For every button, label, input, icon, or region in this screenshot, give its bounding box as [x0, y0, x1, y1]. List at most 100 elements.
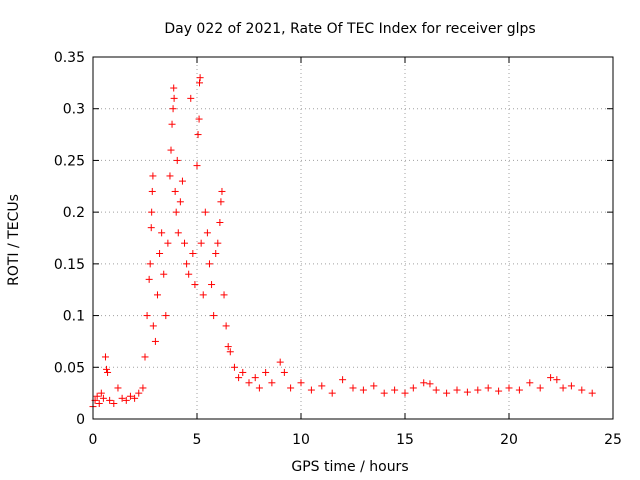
data-point [547, 374, 555, 382]
data-point [141, 353, 149, 361]
data-point [174, 229, 182, 237]
data-point [151, 337, 159, 345]
data-point [172, 208, 180, 216]
axis-ticks: 0 0.05 0.1 0.15 0.2 0.25 0.3 0.35 0 5 10 15 20 25 [54, 50, 622, 448]
data-point [484, 384, 492, 392]
data-point [148, 208, 156, 216]
x-tick-label: 15 [396, 432, 414, 448]
data-point [536, 384, 544, 392]
data-point [287, 384, 295, 392]
data-point [226, 348, 234, 356]
y-tick-label: 0 [76, 412, 85, 428]
data-point [515, 386, 523, 394]
data-point [101, 353, 109, 361]
data-point [146, 260, 154, 268]
y-axis-label: ROTI / TECUs [6, 194, 22, 286]
data-point [170, 84, 178, 92]
data-point [178, 177, 186, 185]
data-point [195, 79, 203, 87]
data-point [97, 389, 105, 397]
data-point [297, 379, 305, 387]
data-point [195, 115, 203, 123]
data-point [426, 380, 434, 388]
data-point [156, 250, 164, 258]
y-tick-label: 0.15 [54, 257, 85, 273]
data-point [103, 365, 111, 373]
data-point [208, 281, 216, 289]
data-point [526, 379, 534, 387]
data-point [181, 239, 189, 247]
y-tick-label: 0.35 [54, 50, 85, 66]
y-tick-label: 0.05 [54, 360, 85, 376]
data-point [217, 198, 225, 206]
data-point [166, 172, 174, 180]
x-tick-label: 10 [292, 432, 310, 448]
data-point [224, 343, 232, 351]
data-point [118, 394, 126, 402]
data-point [183, 260, 191, 268]
data-point [114, 384, 122, 392]
data-point [158, 229, 166, 237]
data-point [214, 239, 222, 247]
data-point [210, 312, 218, 320]
data-point [505, 384, 513, 392]
x-tick-label: 5 [193, 432, 202, 448]
data-point [262, 368, 270, 376]
data-point [567, 382, 575, 390]
data-point [318, 382, 326, 390]
data-point [370, 382, 378, 390]
data-point [147, 224, 155, 232]
data-point [122, 396, 130, 404]
data-point [276, 358, 284, 366]
data-point [149, 172, 157, 180]
data-point [235, 374, 243, 382]
data-point [201, 208, 209, 216]
plot-frame [92, 56, 614, 420]
y-tick-label: 0.3 [63, 102, 85, 118]
data-point [194, 131, 202, 139]
data-point [168, 120, 176, 128]
data-point [143, 312, 151, 320]
data-point [164, 239, 172, 247]
data-point [230, 363, 238, 371]
data-point [391, 386, 399, 394]
data-point [239, 368, 247, 376]
data-point [162, 312, 170, 320]
data-point [280, 368, 288, 376]
data-point [205, 260, 213, 268]
data-point [196, 74, 204, 82]
data-point [307, 386, 315, 394]
data-point [216, 218, 224, 226]
data-point [191, 281, 199, 289]
data-point [359, 386, 367, 394]
data-point [197, 239, 205, 247]
data-point [139, 384, 147, 392]
data-point [185, 270, 193, 278]
data-point [245, 379, 253, 387]
data-point [578, 386, 586, 394]
data-point [148, 187, 156, 195]
y-tick-label: 0.25 [54, 153, 85, 169]
data-point [93, 392, 101, 400]
x-axis-label: GPS time / hours [291, 459, 408, 475]
data-point [169, 105, 177, 113]
data-point [193, 162, 201, 170]
data-point [553, 376, 561, 384]
x-tick-label: 20 [500, 432, 518, 448]
data-point [588, 389, 596, 397]
data-point [131, 394, 139, 402]
x-tick-label: 25 [604, 432, 622, 448]
data-point [99, 394, 107, 402]
data-point [145, 275, 153, 283]
data-point [420, 379, 428, 387]
data-point [167, 146, 175, 154]
data-point [463, 388, 471, 396]
data-point [339, 376, 347, 384]
data-point [222, 322, 230, 330]
data-point [153, 291, 161, 299]
data-point [171, 187, 179, 195]
data-point [149, 322, 157, 330]
x-tick-label: 0 [89, 432, 98, 448]
data-point [349, 384, 357, 392]
